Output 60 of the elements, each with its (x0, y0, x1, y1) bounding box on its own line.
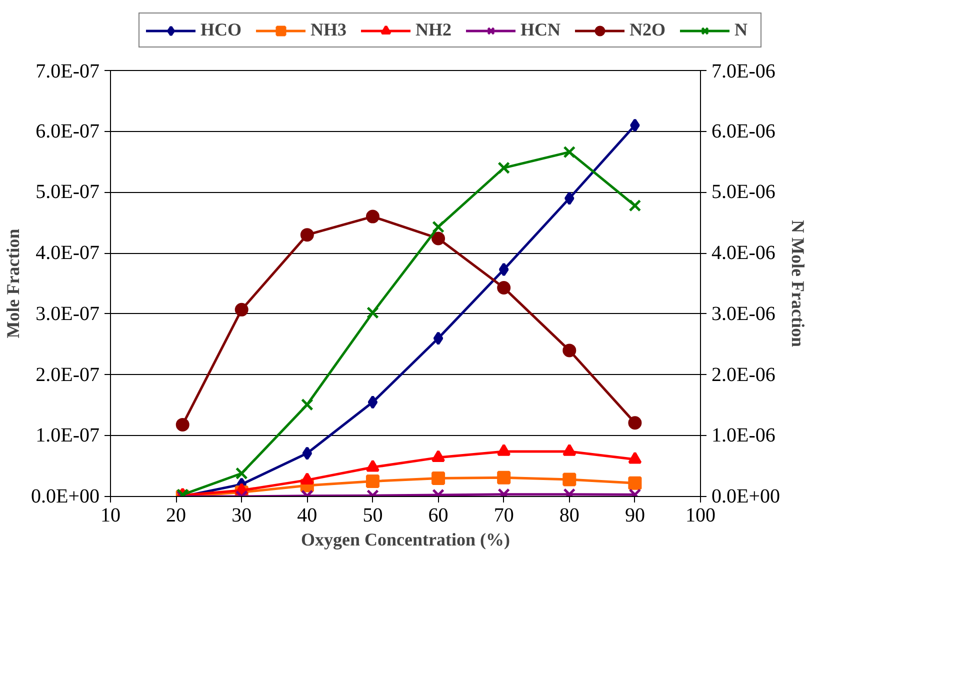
x-tick-label: 10 (100, 504, 120, 526)
y2-tick-label: 7.0E-06 (712, 60, 776, 82)
point (433, 332, 444, 346)
y-tick-label: 3.0E-07 (36, 302, 100, 325)
y2-axis-title: N Mole Fraction (788, 220, 808, 347)
legend-label: N2O (630, 20, 666, 40)
y2-tick-label: 2.0E-06 (712, 364, 776, 386)
x-tick-label: 50 (362, 504, 383, 526)
legend-label: NH2 (416, 20, 452, 40)
legend-label: N (734, 20, 748, 40)
x-axis-title: Oxygen Concentration (%) (301, 530, 510, 550)
x-tick-label: 70 (494, 504, 514, 526)
y-tick-label: 4.0E-07 (36, 242, 100, 264)
point (562, 444, 576, 456)
point (432, 232, 446, 246)
x-tick-label: 20 (166, 504, 186, 526)
y2-tick-label: 3.0E-06 (712, 302, 776, 325)
x-tick-label: 60 (428, 504, 448, 526)
point (630, 118, 640, 132)
y-tick-label: 5.0E-07 (36, 181, 100, 204)
y-tick-label: 6.0E-07 (36, 120, 100, 142)
y-axis-title: Mole Fraction (3, 228, 24, 338)
point (497, 281, 511, 294)
point (498, 262, 509, 276)
legend-label: HCO (200, 20, 242, 40)
point (368, 395, 378, 409)
y2-tick-label: 4.0E-06 (712, 242, 776, 264)
x-tick-label: 90 (624, 504, 645, 526)
point (628, 199, 642, 212)
point (562, 344, 576, 358)
point (564, 192, 574, 206)
point (563, 146, 576, 158)
point (235, 467, 248, 480)
point (497, 444, 511, 456)
x-tick-label: 100 (686, 504, 716, 526)
y2-tick-label: 0.0E+00 (712, 486, 780, 508)
point (432, 450, 446, 462)
point (366, 306, 379, 319)
point (234, 302, 248, 316)
y-tick-label: 0.0E+00 (31, 486, 100, 508)
x-tick-label: 30 (232, 504, 252, 526)
legend-label: HCN (520, 20, 561, 40)
y2-tick-label: 1.0E-06 (712, 424, 776, 447)
y-tick-label: 7.0E-07 (36, 60, 100, 82)
point (628, 452, 642, 464)
point (498, 162, 510, 174)
y-tick-label: 2.0E-07 (36, 364, 100, 386)
point (366, 460, 380, 472)
point (300, 228, 314, 242)
point (176, 418, 190, 432)
x-tick-label: 40 (297, 504, 318, 526)
point (300, 472, 314, 484)
x-tick-label: 80 (559, 504, 580, 526)
point (300, 398, 314, 411)
y-tick-label: 1.0E-07 (36, 424, 100, 447)
point (366, 210, 380, 224)
point (432, 220, 444, 234)
legend-label: NH3 (310, 20, 347, 40)
y2-tick-label: 6.0E-06 (712, 120, 776, 142)
y2-tick-label: 5.0E-06 (712, 181, 776, 204)
